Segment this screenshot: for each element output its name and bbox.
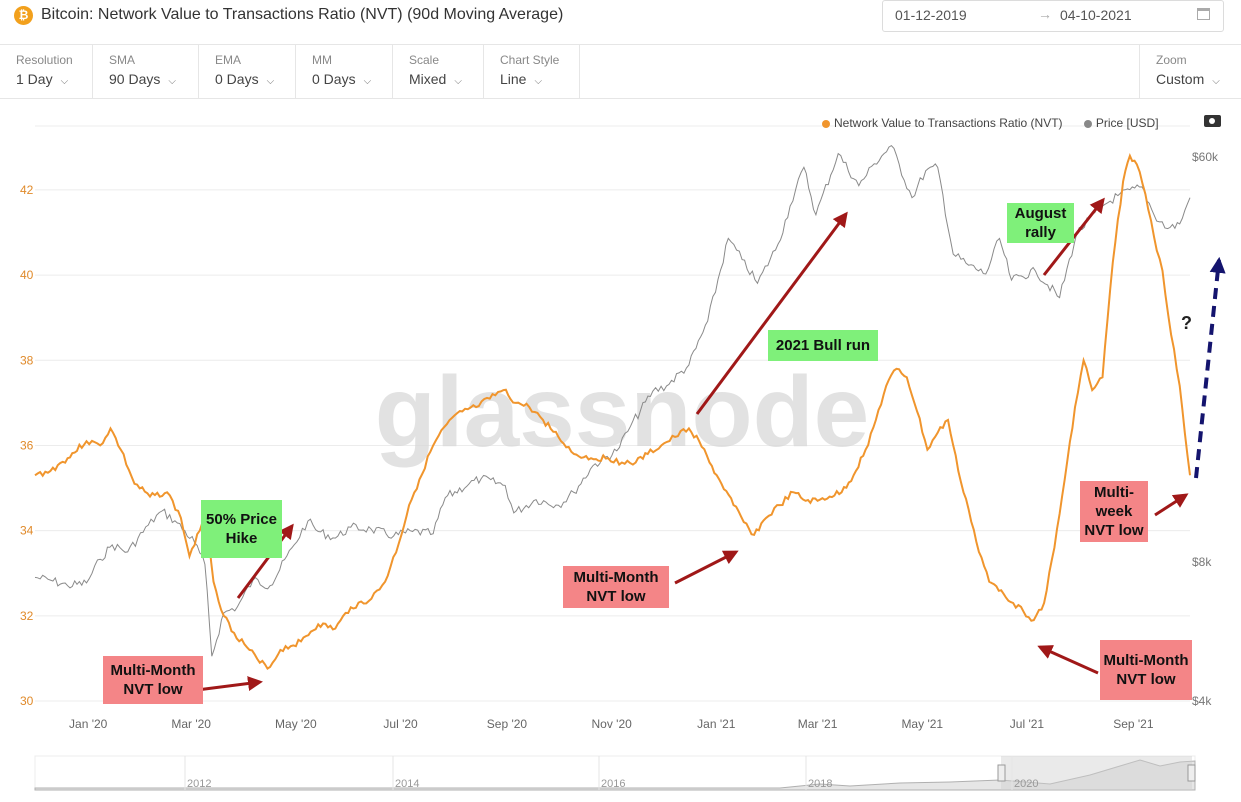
ema-label: EMA [215,53,242,67]
sma-select[interactable]: SMA 90 Days ⌵ [93,44,199,98]
zoom-value[interactable]: Custom [1156,71,1205,87]
watermark: glassnode [375,356,870,468]
arrow-low-1 [196,676,263,692]
legend-price-dot [1083,119,1092,128]
y-tick-left: 30 [20,694,34,708]
arrow-price-hike [236,523,294,599]
x-tick: Nov '20 [591,717,632,731]
chevron-down-icon: ⌵ [60,76,69,87]
y-tick-left: 42 [20,183,34,197]
y-tick-left: 34 [20,524,34,538]
legend: Network Value to Transactions Ratio (NVT… [822,116,1177,130]
chart-style-select[interactable]: Chart Style Line ⌵ [484,44,580,98]
annotation-low-3: Multi-Month NVT low [1100,640,1192,700]
zoom-select[interactable]: Zoom Custom ⌵ [1139,44,1241,98]
legend-nvt-dot [822,119,830,128]
x-tick: Jan '20 [69,717,108,731]
x-tick: Mar '21 [798,717,838,731]
x-tick: Jul '21 [1010,717,1045,731]
ema-value[interactable]: 0 Days [215,71,259,87]
y-axis-left: 30 32 34 36 38 40 42 [20,183,34,708]
navigator-selection[interactable] [1001,756,1192,790]
resolution-label: Resolution [16,53,73,67]
chevron-down-icon: ⌵ [534,76,543,87]
scale-select[interactable]: Scale Mixed ⌵ [393,44,484,98]
y-tick-right: $8k [1192,555,1212,569]
ema-select[interactable]: EMA 0 Days ⌵ [199,44,296,98]
date-range-picker[interactable]: 01-12-2019 → 04-10-2021 [882,0,1224,32]
navigator-year: 2018 [808,778,832,790]
x-tick: May '21 [901,717,943,731]
legend-price-label: Price [USD] [1095,116,1159,130]
x-tick: Jan '21 [697,717,736,731]
camera-icon[interactable] [1204,115,1221,127]
controls-bar: Resolution 1 Day ⌵ SMA 90 Days ⌵ EMA 0 Day… [0,44,1241,99]
sma-value[interactable]: 90 Days [109,71,161,87]
arrow-low-4 [1154,493,1189,517]
y-tick-left: 32 [20,609,34,623]
navigator-left-handle[interactable] [997,764,1006,782]
navigator-year: 2020 [1014,778,1038,790]
scale-value[interactable]: Mixed [409,71,447,87]
x-tick: Sep '20 [487,717,528,731]
annotation-low-4: Multi-week NVT low [1080,481,1148,542]
chart-style-label: Chart Style [500,53,560,67]
annotation-august-rally: August rally [1007,203,1074,243]
nvt-line [34,153,1191,671]
chart-style-value[interactable]: Line [500,71,527,87]
x-tick: Mar '20 [171,717,211,731]
zoom-label: Zoom [1156,53,1187,67]
annotation-price-hike: 50% Price Hike [201,500,282,558]
navigator-right-handle[interactable] [1187,764,1196,782]
y-tick-right: $60k [1192,150,1219,164]
calendar-icon[interactable] [1197,8,1210,20]
y-tick-left: 38 [20,353,34,367]
arrow-low-2 [674,550,739,585]
x-tick: Sep '21 [1113,717,1154,731]
navigator[interactable]: 2012 2014 2016 2018 2020 [34,755,1196,791]
arrow-low-3 [1037,645,1099,675]
annotation-bull-run: 2021 Bull run [768,330,878,361]
scale-label: Scale [409,53,440,67]
chevron-down-icon: ⌵ [363,76,372,87]
x-tick: May '20 [275,717,317,731]
navigator-year: 2012 [187,778,211,790]
y-axis-right: $4k $8k $60k [1192,150,1219,708]
navigator-year: 2014 [395,778,419,790]
chevron-down-icon: ⌵ [1212,76,1220,87]
title-bar: ₿ Bitcoin: Network Value to Transactions… [0,0,1241,45]
chart-title: Bitcoin: Network Value to Transactions R… [41,6,564,23]
bitcoin-icon: ₿ [14,6,33,25]
legend-nvt[interactable]: Network Value to Transactions Ratio (NVT… [822,116,1063,130]
resolution-value[interactable]: 1 Day [16,71,53,87]
y-tick-left: 36 [20,438,34,452]
chevron-down-icon: ⌵ [454,76,462,87]
annotation-question: ? [1181,313,1192,333]
arrow-bull-run [695,211,848,415]
navigator-years: 2012 2014 2016 2018 2020 [184,756,1038,790]
chevron-down-icon: ⌵ [168,76,176,87]
annotation-low-1: Multi-Month NVT low [103,656,203,704]
date-end-field[interactable]: 04-10-2021 [1060,7,1132,23]
chart-area[interactable]: glassnode 30 32 34 36 38 40 42 $4k $8k $60k Jan … [0,98,1241,802]
mm-value[interactable]: 0 Days [312,71,356,87]
mm-select[interactable]: MM 0 Days ⌵ [296,44,393,98]
x-axis: Jan '20 Mar '20 May '20 Jul '20 Sep '20 Nov '… [69,717,1154,731]
arrow-question [1194,256,1226,479]
annotation-low-2: Multi-Month NVT low [563,566,669,608]
date-start-field[interactable]: 01-12-2019 [895,7,967,23]
resolution-select[interactable]: Resolution 1 Day ⌵ [0,44,93,98]
chevron-down-icon: ⌵ [266,76,275,87]
date-arrow-icon: → [1038,6,1052,22]
sma-label: SMA [109,53,136,67]
nvt-series [34,153,1191,671]
y-tick-left: 40 [20,268,34,282]
mm-label: MM [312,53,332,67]
x-tick: Jul '20 [383,717,418,731]
legend-nvt-label: Network Value to Transactions Ratio (NVT… [834,116,1063,130]
legend-price[interactable]: Price [USD] [1083,116,1159,130]
y-tick-right: $4k [1192,694,1212,708]
navigator-year: 2016 [601,778,625,790]
